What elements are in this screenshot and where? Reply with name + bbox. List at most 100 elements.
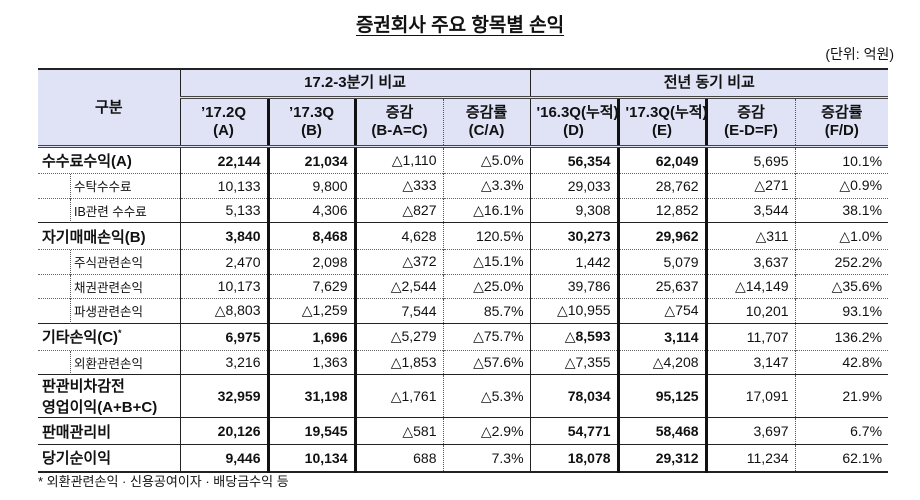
row-label-text: 주식관련손익	[74, 256, 144, 271]
cell-value: 21.9%	[795, 374, 889, 418]
table-row: 판관비차감전 영업이익(A+B+C) 32,959 31,198 △1,761 △5.3%…	[38, 374, 889, 418]
row-label: 채권관련손익	[38, 273, 181, 299]
cell-value: 42.8%	[795, 349, 889, 375]
cell-value: △333	[355, 173, 444, 198]
table-row: 수수료수익(A) 22,144 21,034 △1,110 △5.0% 56,354 62,…	[38, 146, 889, 174]
row-label-text: IB관련 수수료	[74, 204, 147, 219]
cell-value: 38.1%	[795, 197, 889, 223]
row-label: 자기매매손익(B)	[38, 222, 181, 250]
header-category: 구분	[38, 68, 181, 148]
cell-value: △15.1%	[443, 249, 531, 274]
row-label-footnote-mark: *	[118, 328, 122, 338]
row-label: 파생관련손익	[38, 298, 181, 324]
cell-value: 56,354	[530, 146, 619, 174]
footnote: * 외환관련손익 · 신용공여이자 · 배당금수익 등	[38, 474, 289, 489]
column-header: 증감률 (C/A)	[443, 97, 531, 148]
row-label: 주식관련손익	[38, 249, 181, 275]
row-label-text: 판매관리비	[42, 423, 112, 441]
unit-label: (단위: 억원)	[825, 46, 894, 62]
header-group-yoy: 전년 동기 비교	[530, 68, 889, 99]
cell-value: △372	[355, 249, 444, 274]
row-label: 당기순이익	[38, 444, 181, 473]
cell-value: 11,234	[706, 444, 796, 473]
column-header-line1: ’17.2Q	[200, 104, 247, 121]
column-header-line1: 증감	[737, 104, 765, 121]
cell-value: 5,133	[180, 197, 269, 223]
cell-value: 7,544	[355, 298, 444, 323]
cell-value: △35.6%	[795, 273, 889, 299]
cell-value: 688	[355, 444, 444, 473]
cell-value: 58,468	[616, 417, 708, 445]
cell-value: 2,470	[180, 249, 269, 274]
table-row: 주식관련손익 2,470 2,098 △372 △15.1% 1,442 5,079 3,63…	[38, 249, 889, 275]
cell-value: △754	[616, 298, 708, 323]
row-label-text: 판관비차감전	[42, 378, 125, 395]
row-label-text: 당기순이익	[42, 450, 112, 468]
row-label: IB관련 수수료	[38, 197, 181, 223]
table-row: IB관련 수수료 5,133 4,306 △827 △16.1% 9,308 12,852 3…	[38, 197, 889, 223]
cell-value: 21,034	[266, 146, 357, 174]
cell-value: 85.7%	[443, 298, 531, 323]
cell-value: 25,637	[616, 273, 708, 299]
row-label: 수탁수수료	[38, 173, 181, 199]
cell-value: △1,761	[355, 374, 444, 418]
cell-value: 54,771	[530, 417, 619, 445]
cell-value: 8,468	[266, 222, 357, 250]
cell-value: 30,273	[530, 222, 619, 250]
cell-value: 32,959	[180, 374, 269, 418]
cell-value: 5,695	[706, 146, 796, 174]
column-header-line2: (E-D=F)	[724, 122, 778, 139]
cell-value: △3.3%	[443, 173, 531, 198]
cell-value: 17,091	[706, 374, 796, 418]
cell-value: 10,133	[180, 173, 269, 198]
cell-value: 1,442	[530, 249, 619, 274]
row-label: 기타손익(C)*	[38, 322, 181, 350]
table-row: 수탁수수료 10,133 9,800 △333 △3.3% 29,033 28,762 △27…	[38, 173, 889, 199]
cell-value: 39,786	[530, 273, 619, 299]
cell-value: 10,134	[266, 444, 357, 473]
cell-value: △75.7%	[443, 322, 531, 350]
cell-value: △10,955	[530, 298, 619, 323]
cell-value: △1,110	[355, 146, 444, 174]
cell-value: 3,697	[706, 417, 796, 445]
row-label-text: 수수료수익(A)	[42, 153, 132, 170]
cell-value: 22,144	[180, 146, 269, 174]
cell-value: 78,034	[530, 374, 619, 418]
cell-value: 3,114	[616, 322, 708, 350]
table-row: 당기순이익 9,446 10,134 688 7.3% 18,078 29,312 11,23…	[38, 444, 889, 473]
cell-value: 1,363	[266, 349, 357, 375]
row-label-text: 채권관련손익	[74, 280, 144, 295]
column-header-line2: (E)	[652, 122, 673, 139]
table-row: 기타손익(C)* 6,975 1,696 △5,279 △75.7% △8,593 3,11…	[38, 322, 889, 350]
cell-value: 4,306	[266, 197, 357, 223]
cell-value: △25.0%	[443, 273, 531, 299]
cell-value: 136.2%	[795, 322, 889, 350]
cell-value: 31,198	[266, 374, 357, 418]
cell-value: 9,800	[266, 173, 357, 198]
row-label: 외환관련손익	[38, 349, 181, 375]
column-header-line1: ’17.3Q	[288, 104, 335, 121]
cell-value: 7.3%	[443, 444, 531, 473]
cell-value: 28,762	[616, 173, 708, 198]
column-header-line2: (C/A)	[468, 122, 505, 139]
cell-value: △8,593	[530, 322, 619, 350]
row-label-text: 파생관련손익	[74, 305, 144, 320]
cell-value: △5.0%	[443, 146, 531, 174]
cell-value: 62.1%	[795, 444, 889, 473]
cell-value: 1,696	[266, 322, 357, 350]
row-label-text: 외환관련손익	[74, 356, 144, 371]
cell-value: 11,707	[706, 322, 796, 350]
column-header-line2: (D)	[563, 122, 584, 139]
cell-value: △1.0%	[795, 222, 889, 250]
column-header: ’17.3Q (B)	[266, 97, 357, 148]
cell-value: △1,259	[266, 298, 357, 323]
column-header-line1: '16.3Q(누적)	[536, 104, 619, 121]
row-label-text-line2: 영업이익(A+B+C)	[42, 399, 158, 416]
cell-value: 6.7%	[795, 417, 889, 445]
header-group-quarter: 17.2-3분기 비교	[180, 68, 531, 99]
column-header: '16.3Q(누적) (D)	[530, 97, 619, 148]
cell-value: 10,173	[180, 273, 269, 299]
row-label: 판매관리비	[38, 417, 181, 445]
cell-value: 18,078	[530, 444, 619, 473]
